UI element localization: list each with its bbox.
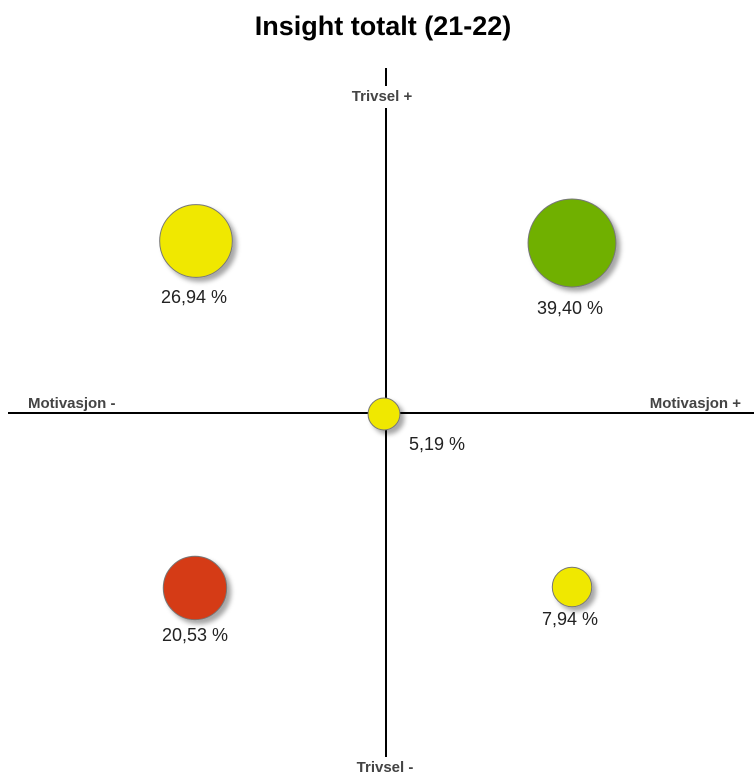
- axis-label: Motivasjon -: [28, 395, 116, 412]
- data-label: 26,94 %: [161, 287, 227, 307]
- axis-label: Motivasjon +: [650, 395, 742, 412]
- bubble: [527, 198, 617, 288]
- label-bg: [340, 757, 430, 776]
- bubble: [162, 555, 228, 621]
- chart-title: Insight totalt (21-22): [255, 11, 512, 41]
- bubble: [551, 566, 593, 608]
- axis-label: Trivsel -: [357, 759, 414, 776]
- data-label: 7,94 %: [542, 609, 598, 629]
- label-bg: [338, 86, 424, 108]
- bubble: [367, 397, 401, 431]
- data-label: 20,53 %: [162, 625, 228, 645]
- data-label: 5,19 %: [409, 434, 465, 454]
- axis-label: Trivsel +: [352, 88, 413, 105]
- bubble: [159, 204, 233, 278]
- data-label: 39,40 %: [537, 298, 603, 318]
